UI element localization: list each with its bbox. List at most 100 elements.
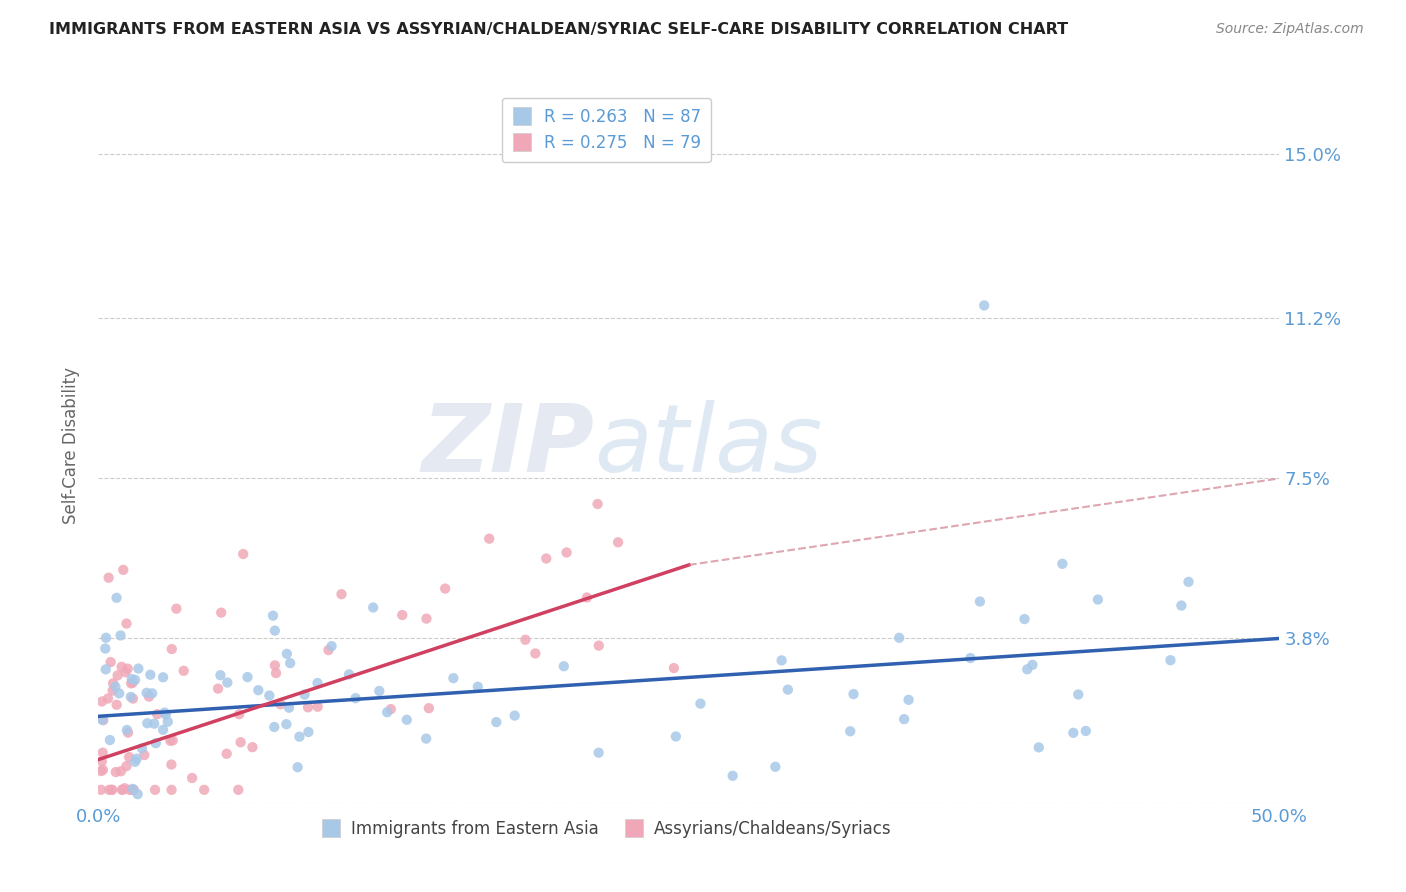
Point xyxy=(97,571,120,585)
Point xyxy=(665,730,688,744)
Point xyxy=(1028,740,1050,755)
Point xyxy=(91,763,114,777)
Point xyxy=(193,782,215,797)
Point xyxy=(173,664,195,678)
Point xyxy=(263,624,285,638)
Point xyxy=(101,782,124,797)
Point xyxy=(134,747,156,762)
Point xyxy=(344,691,367,706)
Point xyxy=(120,676,142,690)
Point xyxy=(152,723,174,737)
Point xyxy=(139,667,162,681)
Point xyxy=(121,782,143,797)
Point xyxy=(839,724,862,739)
Point xyxy=(842,687,865,701)
Text: atlas: atlas xyxy=(595,401,823,491)
Point xyxy=(959,651,981,665)
Point xyxy=(91,713,114,727)
Point xyxy=(146,707,169,722)
Point xyxy=(524,647,547,661)
Point xyxy=(607,535,630,549)
Point xyxy=(110,628,132,642)
Point xyxy=(969,594,991,608)
Point xyxy=(226,782,249,797)
Point xyxy=(207,681,229,696)
Point xyxy=(162,733,184,747)
Point xyxy=(263,720,285,734)
Point xyxy=(115,723,138,737)
Point xyxy=(159,733,181,747)
Point xyxy=(1074,723,1097,738)
Point xyxy=(105,698,128,712)
Point xyxy=(395,713,418,727)
Y-axis label: Self-Care Disability: Self-Care Disability xyxy=(62,368,80,524)
Point xyxy=(368,684,391,698)
Point xyxy=(503,708,526,723)
Point xyxy=(1067,688,1090,702)
Point xyxy=(1052,557,1074,571)
Point xyxy=(337,667,360,681)
Point xyxy=(555,545,578,559)
Point xyxy=(361,600,384,615)
Text: Source: ZipAtlas.com: Source: ZipAtlas.com xyxy=(1216,22,1364,37)
Point xyxy=(415,612,437,626)
Point xyxy=(478,532,501,546)
Point xyxy=(415,731,437,746)
Point xyxy=(155,707,177,722)
Point xyxy=(770,653,793,667)
Point xyxy=(110,660,132,674)
Point xyxy=(127,662,149,676)
Point xyxy=(121,675,143,690)
Point xyxy=(375,705,398,719)
Point xyxy=(118,750,141,764)
Point xyxy=(160,757,183,772)
Point xyxy=(278,656,301,670)
Text: ZIP: ZIP xyxy=(422,400,595,492)
Point xyxy=(1159,653,1181,667)
Point xyxy=(270,698,292,712)
Point xyxy=(307,676,329,690)
Point xyxy=(259,689,281,703)
Point xyxy=(114,665,136,680)
Point xyxy=(111,782,134,797)
Point xyxy=(104,765,127,780)
Point xyxy=(588,639,610,653)
Point xyxy=(276,717,298,731)
Point xyxy=(97,691,120,706)
Point xyxy=(127,787,149,801)
Point xyxy=(1014,612,1036,626)
Point xyxy=(262,608,284,623)
Point xyxy=(131,741,153,756)
Text: IMMIGRANTS FROM EASTERN ASIA VS ASSYRIAN/CHALDEAN/SYRIAC SELF-CARE DISABILITY CO: IMMIGRANTS FROM EASTERN ASIA VS ASSYRIAN… xyxy=(49,22,1069,37)
Point xyxy=(141,686,163,700)
Point xyxy=(145,736,167,750)
Point xyxy=(112,563,135,577)
Point xyxy=(160,642,183,657)
Point xyxy=(467,680,489,694)
Point xyxy=(107,668,129,682)
Point xyxy=(90,754,112,768)
Point xyxy=(434,582,457,596)
Point xyxy=(120,690,142,704)
Point xyxy=(264,658,287,673)
Point xyxy=(114,781,136,796)
Point xyxy=(242,740,264,755)
Point xyxy=(121,781,143,796)
Point xyxy=(776,682,799,697)
Point xyxy=(122,782,145,797)
Point xyxy=(90,782,112,797)
Point xyxy=(98,733,121,747)
Point xyxy=(215,747,238,761)
Point xyxy=(94,662,117,676)
Point xyxy=(418,701,440,715)
Point xyxy=(893,712,915,726)
Point xyxy=(94,641,117,656)
Point xyxy=(117,662,139,676)
Point xyxy=(181,771,204,785)
Point xyxy=(111,782,134,797)
Point xyxy=(264,666,287,681)
Point xyxy=(515,632,537,647)
Point xyxy=(100,782,122,797)
Point xyxy=(160,782,183,797)
Point xyxy=(91,746,114,760)
